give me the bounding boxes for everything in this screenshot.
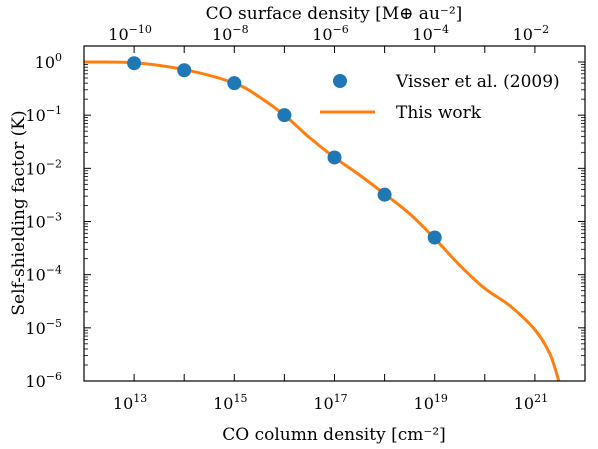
x-axis-label: CO column density [cm⁻²] xyxy=(222,425,446,445)
axis-ticks xyxy=(83,46,586,382)
y-axis-label: Self-shielding factor (K) xyxy=(9,110,29,315)
top-tick-label: 10−10 xyxy=(108,23,152,44)
y-tick-label: 10−2 xyxy=(25,157,62,178)
visser-data-point xyxy=(177,63,192,78)
y-tick-label: 100 xyxy=(35,51,62,72)
y-tick-label: 10−3 xyxy=(25,211,62,232)
top-tick-label: 10−8 xyxy=(212,23,249,44)
top-axis-label: CO surface density [M⊕ au⁻²] xyxy=(206,4,463,24)
x-tick-label: 1015 xyxy=(213,392,247,413)
y-tick-label: 10−4 xyxy=(25,264,62,285)
y-tick-label: 10−1 xyxy=(25,104,62,125)
top-tick-label: 10−6 xyxy=(312,23,349,44)
visser-data-point xyxy=(377,187,392,202)
visser-data-point xyxy=(227,76,242,91)
visser-series xyxy=(127,56,442,245)
visser-data-point xyxy=(277,108,292,123)
x-tick-label: 1017 xyxy=(313,392,347,413)
visser-data-point xyxy=(427,230,442,245)
visser-data-point xyxy=(127,56,142,71)
legend-label-visser: Visser et al. (2009) xyxy=(395,72,560,92)
x-tick-label: 1013 xyxy=(113,392,147,413)
this-work-series xyxy=(84,60,561,381)
x-tick-label: 1021 xyxy=(514,392,548,413)
x-tick-label: 1019 xyxy=(414,392,448,413)
legend: Visser et al. (2009) This work xyxy=(320,72,560,123)
legend-label-this-work: This work xyxy=(396,103,482,123)
top-tick-label: 10−2 xyxy=(513,23,550,44)
tick-labels: 1013 1015 1017 1019 1021 10−10 10−8 10−6 10−4 10−… xyxy=(25,23,549,413)
this-work-line xyxy=(84,60,561,381)
legend-marker-visser xyxy=(333,74,347,88)
y-tick-label: 10−6 xyxy=(25,370,62,391)
plot-frame xyxy=(83,45,586,382)
top-tick-label: 10−4 xyxy=(412,23,449,44)
visser-data-point xyxy=(327,150,342,165)
y-tick-label: 10−5 xyxy=(25,317,62,338)
